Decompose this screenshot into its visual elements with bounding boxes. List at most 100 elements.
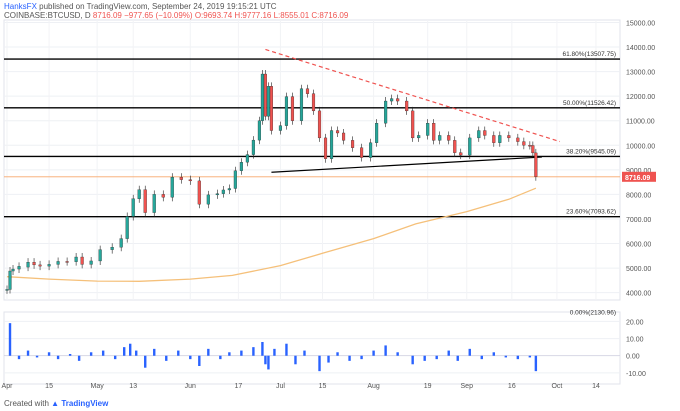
y-tick-label: 12000.00 — [626, 94, 655, 101]
y-tick-label: 5000.00 — [626, 266, 651, 273]
ascending-trendline — [271, 156, 542, 173]
candle — [483, 130, 487, 136]
x-tick-label: May — [91, 383, 105, 390]
volume-bar — [327, 355, 330, 363]
x-tick-label: 14 — [592, 383, 600, 390]
candle — [239, 162, 243, 171]
x-tick-label: 17 — [234, 383, 242, 390]
volume-bar — [264, 355, 267, 365]
candle — [152, 194, 156, 213]
candle — [405, 100, 409, 112]
volume-bar — [384, 345, 387, 356]
volume-bar — [273, 348, 276, 356]
trendlines — [4, 48, 620, 178]
candle — [360, 147, 364, 158]
volume-bar — [534, 355, 538, 372]
volume-bar — [56, 355, 60, 360]
candle — [197, 180, 201, 205]
candle — [56, 261, 60, 265]
candle — [260, 73, 264, 121]
candle — [459, 152, 463, 156]
candle — [32, 262, 36, 266]
candle — [161, 194, 165, 198]
volume-bar — [17, 355, 21, 360]
candle — [453, 140, 457, 153]
volume-bar — [47, 352, 51, 356]
candle — [269, 86, 273, 131]
candle — [80, 256, 84, 265]
candle — [342, 132, 346, 141]
candle — [89, 260, 93, 265]
candle — [257, 120, 261, 141]
candle — [206, 194, 210, 205]
candle — [188, 179, 192, 182]
candle — [119, 238, 123, 248]
candle — [492, 135, 496, 143]
candle — [131, 198, 135, 217]
y-tick-label: 14000.00 — [626, 45, 655, 52]
candle — [179, 177, 183, 180]
volume-bar — [411, 355, 414, 365]
candle — [390, 98, 394, 102]
candle — [278, 125, 282, 131]
candle — [396, 98, 400, 102]
candle — [323, 137, 328, 159]
fib-levels: 61.80%(13507.75) 50.00%(11526.42) 38.20%(9… — [4, 51, 620, 316]
candle — [477, 130, 481, 139]
candle — [227, 188, 231, 191]
x-tick-label: Aug — [367, 383, 380, 390]
volume-bar — [198, 355, 201, 366]
volume-bar — [360, 355, 363, 360]
volume-bar — [122, 347, 126, 356]
main-pane — [3, 19, 621, 301]
candle — [125, 216, 129, 239]
x-tick-label: Jun — [185, 383, 196, 390]
candle — [245, 154, 249, 163]
volume-bar — [113, 355, 117, 360]
candle — [143, 189, 147, 213]
candle — [522, 141, 526, 146]
candle — [447, 135, 451, 141]
x-tick-label: 15 — [45, 383, 53, 390]
volume-bar — [447, 350, 450, 356]
y-tick-label: 7000.00 — [626, 217, 651, 224]
volume-bar — [35, 355, 39, 358]
volume-bar — [267, 355, 270, 370]
volume-bar — [129, 343, 132, 356]
x-tick-label: Sep — [461, 383, 474, 390]
author-name[interactable]: HanksFX — [4, 2, 37, 11]
x-tick-label: Oct — [551, 383, 562, 390]
volume-bar — [285, 343, 288, 356]
volume-bar — [135, 350, 138, 356]
candle — [137, 189, 141, 199]
candle — [5, 289, 9, 291]
candle — [305, 88, 310, 94]
candles — [5, 70, 538, 294]
symbol-line: COINBASE:BTCUSD, D 8716.09 −977.65 (−10.… — [4, 11, 348, 20]
volume-bar — [68, 354, 72, 356]
volume-bar — [504, 355, 508, 358]
close-value: C:8716.09 — [311, 11, 349, 20]
y-tick-label: 10000.00 — [626, 143, 655, 150]
y-tick-label: 15000.00 — [626, 20, 655, 27]
candle — [47, 264, 51, 267]
volume-bar — [516, 355, 520, 360]
volume-bar — [252, 347, 255, 356]
last-price-label: 8716.09 — [625, 175, 650, 182]
moving-average-line — [6, 187, 537, 282]
volume-bar — [207, 348, 210, 356]
y-tick-label: 8000.00 — [626, 192, 651, 199]
low-value: L:8555.01 — [273, 11, 310, 20]
volume-bar — [456, 355, 459, 361]
candle — [335, 130, 340, 134]
publish-info: published on TradingView.com, September … — [39, 2, 277, 11]
volume-tick-label: 0.00 — [626, 354, 640, 361]
volume-bar — [528, 355, 532, 358]
volume-bar — [294, 355, 297, 365]
tradingview-brand[interactable]: TradingView — [61, 399, 109, 408]
candle — [38, 264, 42, 267]
descending-trendline — [265, 48, 561, 143]
volume-bar — [240, 350, 243, 356]
volume-bar — [372, 350, 375, 356]
